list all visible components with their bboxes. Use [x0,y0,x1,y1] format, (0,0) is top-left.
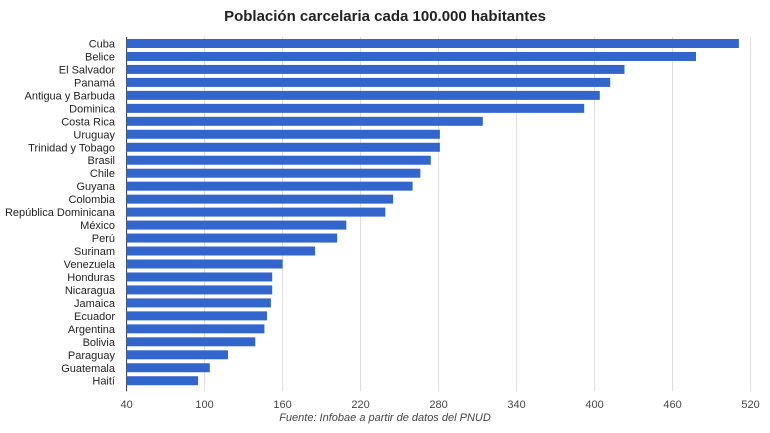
x-tick-label: 280 [429,399,447,411]
bar [126,168,421,178]
y-tick-label: Colombia [69,194,116,206]
bar [126,39,739,48]
y-tick-label: Haití [92,376,115,388]
y-tick-label: Perú [92,233,115,245]
y-tick-label: Brasil [87,155,115,167]
bar [126,363,210,373]
y-tick-label: Jamaica [74,298,116,310]
x-tick-label: 520 [741,399,759,411]
y-tick-label: Nicaragua [65,285,116,297]
y-tick-label: Trinidad y Tobago [28,142,115,154]
bar [126,64,625,74]
bar [126,142,440,152]
y-tick-label: Guatemala [61,363,116,375]
bar [126,324,265,334]
y-tick-label: Ecuador [74,311,115,323]
bar [126,129,440,139]
bar [126,181,413,191]
y-tick-label: Bolivia [83,337,116,349]
y-tick-label: Paraguay [68,350,116,362]
bar [126,246,316,256]
x-tick-label: 460 [663,399,681,411]
x-tick-label: 100 [195,399,213,411]
x-tick-label: 220 [351,399,369,411]
bar [126,116,483,126]
y-tick-label: Honduras [67,272,115,284]
y-tick-label: México [80,220,115,232]
y-tick-label: Uruguay [73,129,115,141]
y-tick-label: Dominica [69,103,116,115]
bar [126,155,431,165]
bar [126,298,271,308]
y-tick-label: Venezuela [64,259,116,271]
bar [126,285,273,295]
bar [126,90,600,100]
y-tick-label: Costa Rica [61,116,116,128]
bar [126,350,228,360]
bar [126,259,283,269]
y-tick-label: República Dominicana [5,207,116,219]
x-tick-label: 340 [507,399,525,411]
y-tick-label: Belice [85,51,115,63]
bar [126,233,338,243]
bar [126,77,611,87]
y-tick-label: Guyana [76,181,115,193]
bar [126,51,697,61]
y-tick-label: Panamá [74,77,116,89]
bar [126,103,585,113]
bar [126,220,347,230]
bar [126,272,273,282]
chart-title: Población carcelaria cada 100.000 habita… [224,8,546,25]
bar [126,207,386,217]
y-tick-label: Antigua y Barbuda [24,90,115,102]
y-tick-label: Surinam [74,246,115,258]
bar [126,376,199,386]
x-tick-label: 40 [120,399,132,411]
bar [126,337,256,347]
bar [126,194,394,204]
x-tick-label: 400 [585,399,603,411]
y-tick-label: Argentina [68,324,116,336]
chart-source: Fuente: Infobae a partir de datos del PN… [279,412,491,424]
bar [126,311,267,321]
y-tick-label: Cuba [89,39,116,51]
y-tick-label: El Salvador [59,64,116,76]
y-tick-label: Chile [90,168,115,180]
x-tick-label: 160 [273,399,291,411]
